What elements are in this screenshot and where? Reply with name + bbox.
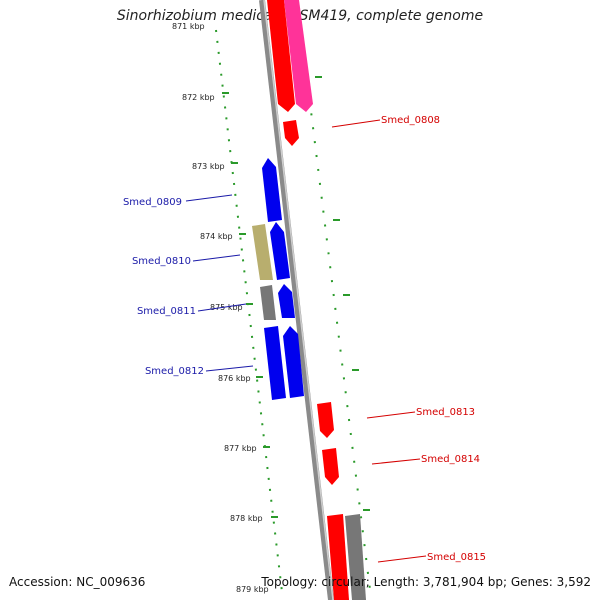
tick-label-871: 871 kbp <box>172 22 205 31</box>
gene-forward-other-top[interactable] <box>284 0 313 112</box>
gene-smed-0815[interactable] <box>327 514 349 600</box>
label-smed-0814[interactable]: Smed_0814 <box>421 454 480 465</box>
gene-smed-0809[interactable] <box>262 158 282 222</box>
tick-label-877: 877 kbp <box>224 444 257 453</box>
gene-forward-top[interactable] <box>267 0 295 112</box>
tick-label-874: 874 kbp <box>200 232 233 241</box>
gene-smed-0811-pseudo[interactable] <box>260 285 276 320</box>
tick-label-876: 876 kbp <box>218 374 251 383</box>
genome-summary-text: Topology: circular; Length: 3,781,904 bp… <box>261 575 591 589</box>
tick-label-879: 879 kbp <box>236 585 269 594</box>
leader-smed-0810 <box>192 254 241 262</box>
tick-label-873: 873 kbp <box>192 162 225 171</box>
leader-smed-0815 <box>377 555 427 563</box>
leader-smed-0809 <box>185 194 233 202</box>
tick-marks <box>222 76 370 518</box>
gene-smed-0812-a[interactable] <box>264 326 286 400</box>
leader-smed-0811 <box>197 303 247 312</box>
gene-smed-0812-b[interactable] <box>283 326 304 398</box>
gene-smed-0808[interactable] <box>283 120 299 146</box>
gene-pseudo-bottom[interactable] <box>345 514 366 600</box>
gene-smed-0811[interactable] <box>278 284 295 318</box>
accession-text: Accession: NC_009636 <box>9 575 146 589</box>
gene-smed-0814[interactable] <box>322 448 339 485</box>
tick-label-872: 872 kbp <box>182 93 215 102</box>
label-smed-0813[interactable]: Smed_0813 <box>416 407 475 418</box>
gene-smed-0810[interactable] <box>270 222 290 280</box>
genome-backbone <box>259 0 334 600</box>
label-smed-0815[interactable]: Smed_0815 <box>427 552 486 563</box>
label-smed-0809[interactable]: Smed_0809 <box>123 197 182 208</box>
genome-backbone-highlight <box>263 0 334 600</box>
leader-smed-0813 <box>366 411 416 419</box>
leader-smed-0812 <box>205 365 254 372</box>
tick-label-878: 878 kbp <box>230 514 263 523</box>
label-smed-0811[interactable]: Smed_0811 <box>137 306 196 317</box>
leader-smed-0808 <box>331 119 381 128</box>
label-smed-0808[interactable]: Smed_0808 <box>381 115 440 126</box>
label-smed-0812[interactable]: Smed_0812 <box>145 366 204 377</box>
gene-smed-0813[interactable] <box>317 402 334 438</box>
leader-smed-0814 <box>371 458 421 465</box>
gene-smed-0810-other[interactable] <box>252 224 273 280</box>
tick-label-875: 875 kbp <box>210 303 243 312</box>
label-smed-0810[interactable]: Smed_0810 <box>132 256 191 267</box>
gc-track-right <box>300 29 372 599</box>
